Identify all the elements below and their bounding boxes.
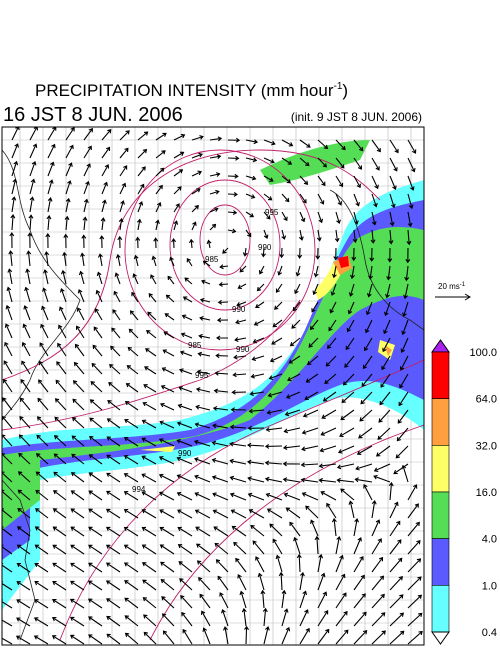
colorbar-swatch — [431, 445, 450, 493]
precip-red — [338, 256, 349, 268]
wind-vectors — [2, 127, 423, 645]
title-end: ) — [342, 81, 348, 100]
wind-reference-label: 20 ms-1 — [438, 282, 466, 291]
isobar-label: 990 — [178, 449, 192, 458]
colorbar-over — [431, 339, 450, 353]
title-main: PRECIPITATION INTENSITY (mm hour — [35, 81, 334, 100]
map-frame — [1, 126, 425, 646]
init-time: (init. 9 JST 8 JUN. 2006) — [291, 110, 422, 124]
coastline — [2, 149, 424, 641]
colorbar-under — [431, 631, 450, 645]
isobar-label: 994 — [132, 485, 146, 494]
isobar-label: 995 — [265, 208, 279, 217]
isobar-label: 985 — [205, 255, 219, 264]
title: PRECIPITATION INTENSITY (mm hour-1) — [35, 81, 348, 100]
colorbar-swatch — [431, 585, 450, 633]
colorbar-label: 64.0 — [476, 394, 497, 406]
isobar-label: 985 — [188, 341, 202, 350]
colorbar-label: 0.4 — [482, 627, 497, 639]
valid-time: 16 JST 8 JUN. 2006 — [3, 104, 183, 126]
isobar-label: 990 — [236, 345, 250, 354]
colorbar-label: 32.0 — [476, 440, 497, 452]
isobar-labels: 985 990 995 990 985 990 995 994 990 — [132, 208, 279, 494]
colorbar-swatch — [431, 491, 450, 539]
colorbar: 100.0 64.0 32.0 16.0 4.0 1.0 0.4 — [431, 339, 497, 645]
wind-reference-sup: -1 — [460, 282, 466, 288]
isobar-label: 995 — [195, 371, 209, 380]
map-body: 985 990 995 990 985 990 995 994 990 — [2, 127, 424, 645]
map: 985 990 995 990 985 990 995 994 990 — [1, 126, 425, 646]
colorbar-label: 4.0 — [482, 534, 497, 546]
wind-reference-arrow — [435, 293, 471, 301]
colorbar-swatch — [431, 538, 450, 586]
colorbar-label: 100.0 — [469, 347, 497, 359]
graticule — [2, 127, 424, 645]
wind-reference-text: 20 ms — [438, 282, 460, 291]
isobar-label: 990 — [258, 243, 272, 252]
wind-reference: 20 ms-1 — [435, 282, 471, 301]
isobars — [2, 149, 424, 641]
colorbar-label: 16.0 — [476, 487, 497, 499]
colorbar-label: 1.0 — [482, 580, 497, 592]
isobar-label: 990 — [232, 305, 246, 314]
colorbar-swatch — [431, 351, 450, 399]
title-sup: -1 — [333, 81, 342, 92]
colorbar-swatch — [431, 398, 450, 446]
